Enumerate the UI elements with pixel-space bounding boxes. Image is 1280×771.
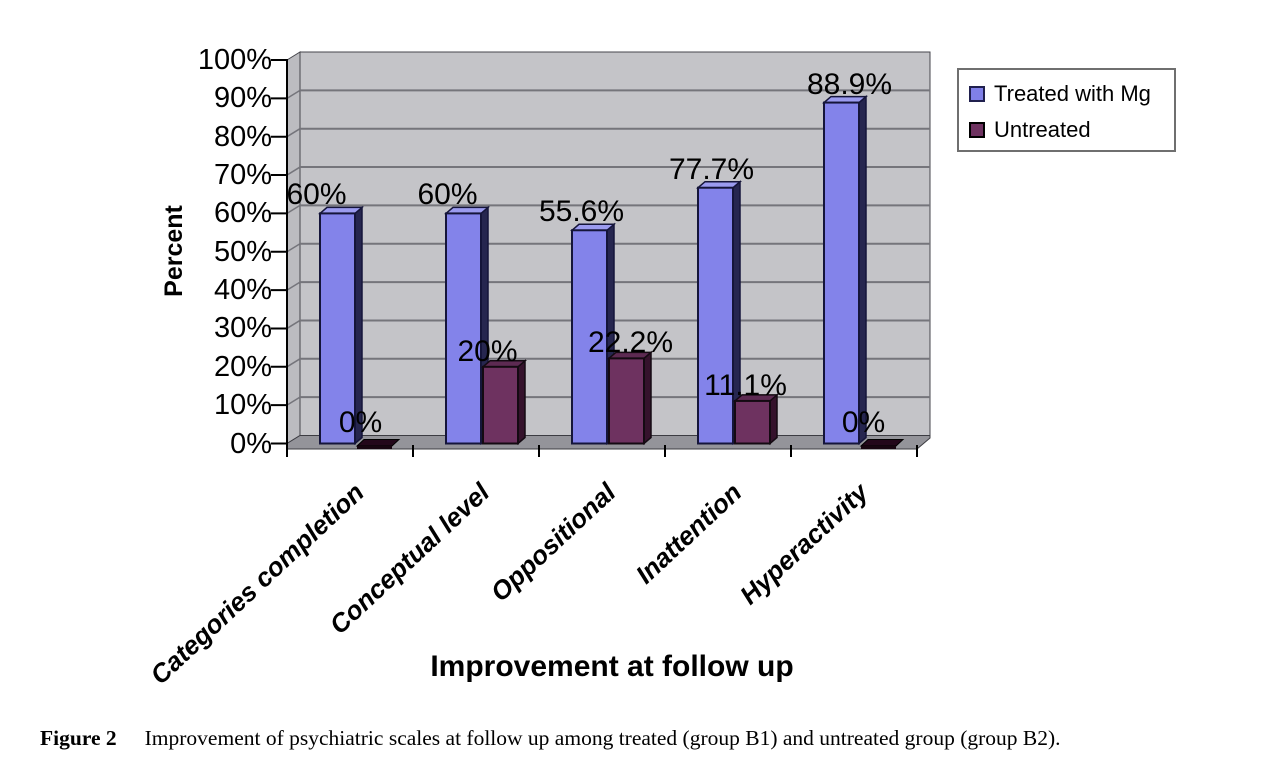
- y-tick-label: 70%: [213, 159, 272, 192]
- x-axis-title: Improvement at follow up: [430, 650, 794, 683]
- y-tick-label: 50%: [213, 235, 272, 268]
- legend-swatch-untreated-icon: [969, 122, 985, 138]
- bar-side-treated-hyperactivity: [858, 94, 867, 446]
- legend-label-untreated: Untreated: [994, 117, 1091, 142]
- y-tick-label: 10%: [213, 389, 272, 422]
- data-label-untreated-oppositional: 22.2%: [587, 326, 674, 360]
- bar-untreated-zero-hyperactivity: [859, 439, 905, 447]
- bar-untreated-inattention: [734, 399, 771, 445]
- bar-treated-inattention: [697, 186, 734, 445]
- bar-side-untreated-conceptual-level: [517, 359, 526, 446]
- gridline-sidewall: [286, 358, 301, 368]
- data-label-untreated-categories-completion: 0%: [338, 406, 383, 439]
- gridline-sidewall: [286, 166, 301, 176]
- gridline-sidewall: [286, 128, 301, 138]
- legend-item-treated: Treated with Mg: [969, 76, 1174, 112]
- legend: Treated with Mg Untreated: [957, 68, 1176, 152]
- figure-caption: Figure 2 Improvement of psychiatric scale…: [40, 726, 1255, 751]
- bar-treated-oppositional: [571, 229, 608, 445]
- bar-treated-categories-completion: [319, 212, 356, 445]
- legend-swatch-treated-icon: [969, 86, 985, 102]
- data-label-untreated-hyperactivity: 0%: [841, 406, 886, 439]
- bar-untreated-zero-categories-completion: [355, 439, 401, 447]
- y-tick-label: 60%: [213, 197, 272, 230]
- gridline-sidewall: [286, 396, 301, 406]
- gridline-sidewall: [286, 243, 301, 253]
- data-label-treated-with-mg-conceptual-level: 60%: [417, 178, 478, 212]
- data-label-treated-with-mg-categories-completion: 60%: [286, 178, 347, 212]
- y-tick-label: 20%: [213, 350, 272, 383]
- y-tick-label: 90%: [213, 82, 272, 115]
- data-label-treated-with-mg-inattention: 77.7%: [668, 152, 755, 186]
- legend-label-treated: Treated with Mg: [994, 81, 1151, 106]
- y-tick-label: 80%: [213, 120, 272, 153]
- y-tick-label: 40%: [213, 274, 272, 307]
- gridline-sidewall: [286, 281, 301, 291]
- y-tick-label: 100%: [197, 44, 272, 76]
- gridline-sidewall: [286, 89, 301, 99]
- bar-untreated-oppositional: [608, 357, 645, 445]
- y-tick-label: 30%: [213, 312, 272, 345]
- gridline-sidewall: [286, 204, 301, 215]
- bar-untreated-conceptual-level: [482, 365, 519, 445]
- figure-caption-label: Figure 2: [40, 726, 117, 750]
- figure-caption-text: Improvement of psychiatric scales at fol…: [144, 726, 1061, 750]
- bar-untreated-zero-edge-categories-completion: [357, 446, 392, 449]
- bar-side-untreated-oppositional: [643, 350, 652, 446]
- data-label-treated-with-mg-oppositional: 55.6%: [538, 195, 625, 229]
- data-label-untreated-conceptual-level: 20%: [457, 334, 518, 368]
- bar-treated-hyperactivity: [823, 101, 860, 445]
- bar-treated-conceptual-level: [445, 212, 482, 445]
- bar-untreated-zero-edge-hyperactivity: [861, 446, 896, 449]
- data-label-untreated-inattention: 11.1%: [704, 368, 787, 402]
- legend-item-untreated: Untreated: [969, 112, 1174, 148]
- y-axis-title: Percent: [160, 205, 188, 297]
- y-tick-label: 0%: [230, 427, 272, 460]
- data-label-treated-with-mg-hyperactivity: 88.9%: [806, 67, 893, 101]
- gridline-sidewall: [286, 319, 301, 330]
